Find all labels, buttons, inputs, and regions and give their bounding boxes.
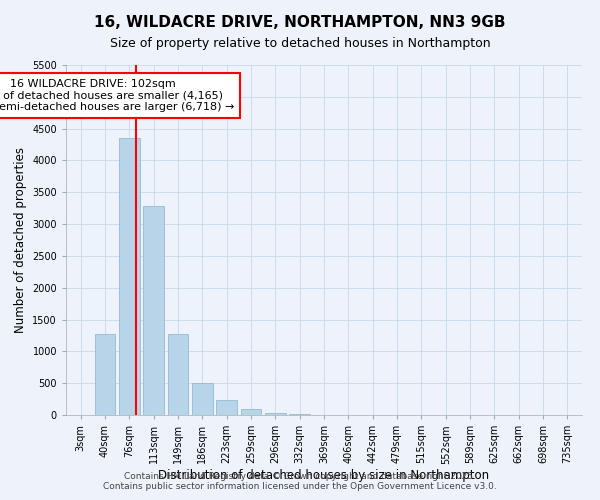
Bar (143, 206, 164, 415)
Bar (119, 138, 140, 415)
Bar (265, 413, 286, 415)
Text: 16, WILDACRE DRIVE, NORTHAMPTON, NN3 9GB: 16, WILDACRE DRIVE, NORTHAMPTON, NN3 9GB (94, 15, 506, 30)
Text: 16 WILDACRE DRIVE: 102sqm
← 38% of detached houses are smaller (4,165)
61% of se: 16 WILDACRE DRIVE: 102sqm ← 38% of detac… (0, 79, 235, 112)
Bar (167, 334, 188, 415)
Bar (192, 383, 212, 415)
Text: Contains public sector information licensed under the Open Government Licence v3: Contains public sector information licen… (103, 482, 497, 491)
X-axis label: Distribution of detached houses by size in Northampton: Distribution of detached houses by size … (158, 469, 490, 482)
Text: Size of property relative to detached houses in Northampton: Size of property relative to detached ho… (110, 38, 490, 51)
Bar (216, 400, 237, 415)
Y-axis label: Number of detached properties: Number of detached properties (14, 147, 26, 333)
Bar (241, 410, 262, 415)
Bar (289, 414, 310, 415)
Text: Contains HM Land Registry data © Crown copyright and database right 2025.: Contains HM Land Registry data © Crown c… (124, 472, 476, 481)
Bar (95, 334, 115, 415)
